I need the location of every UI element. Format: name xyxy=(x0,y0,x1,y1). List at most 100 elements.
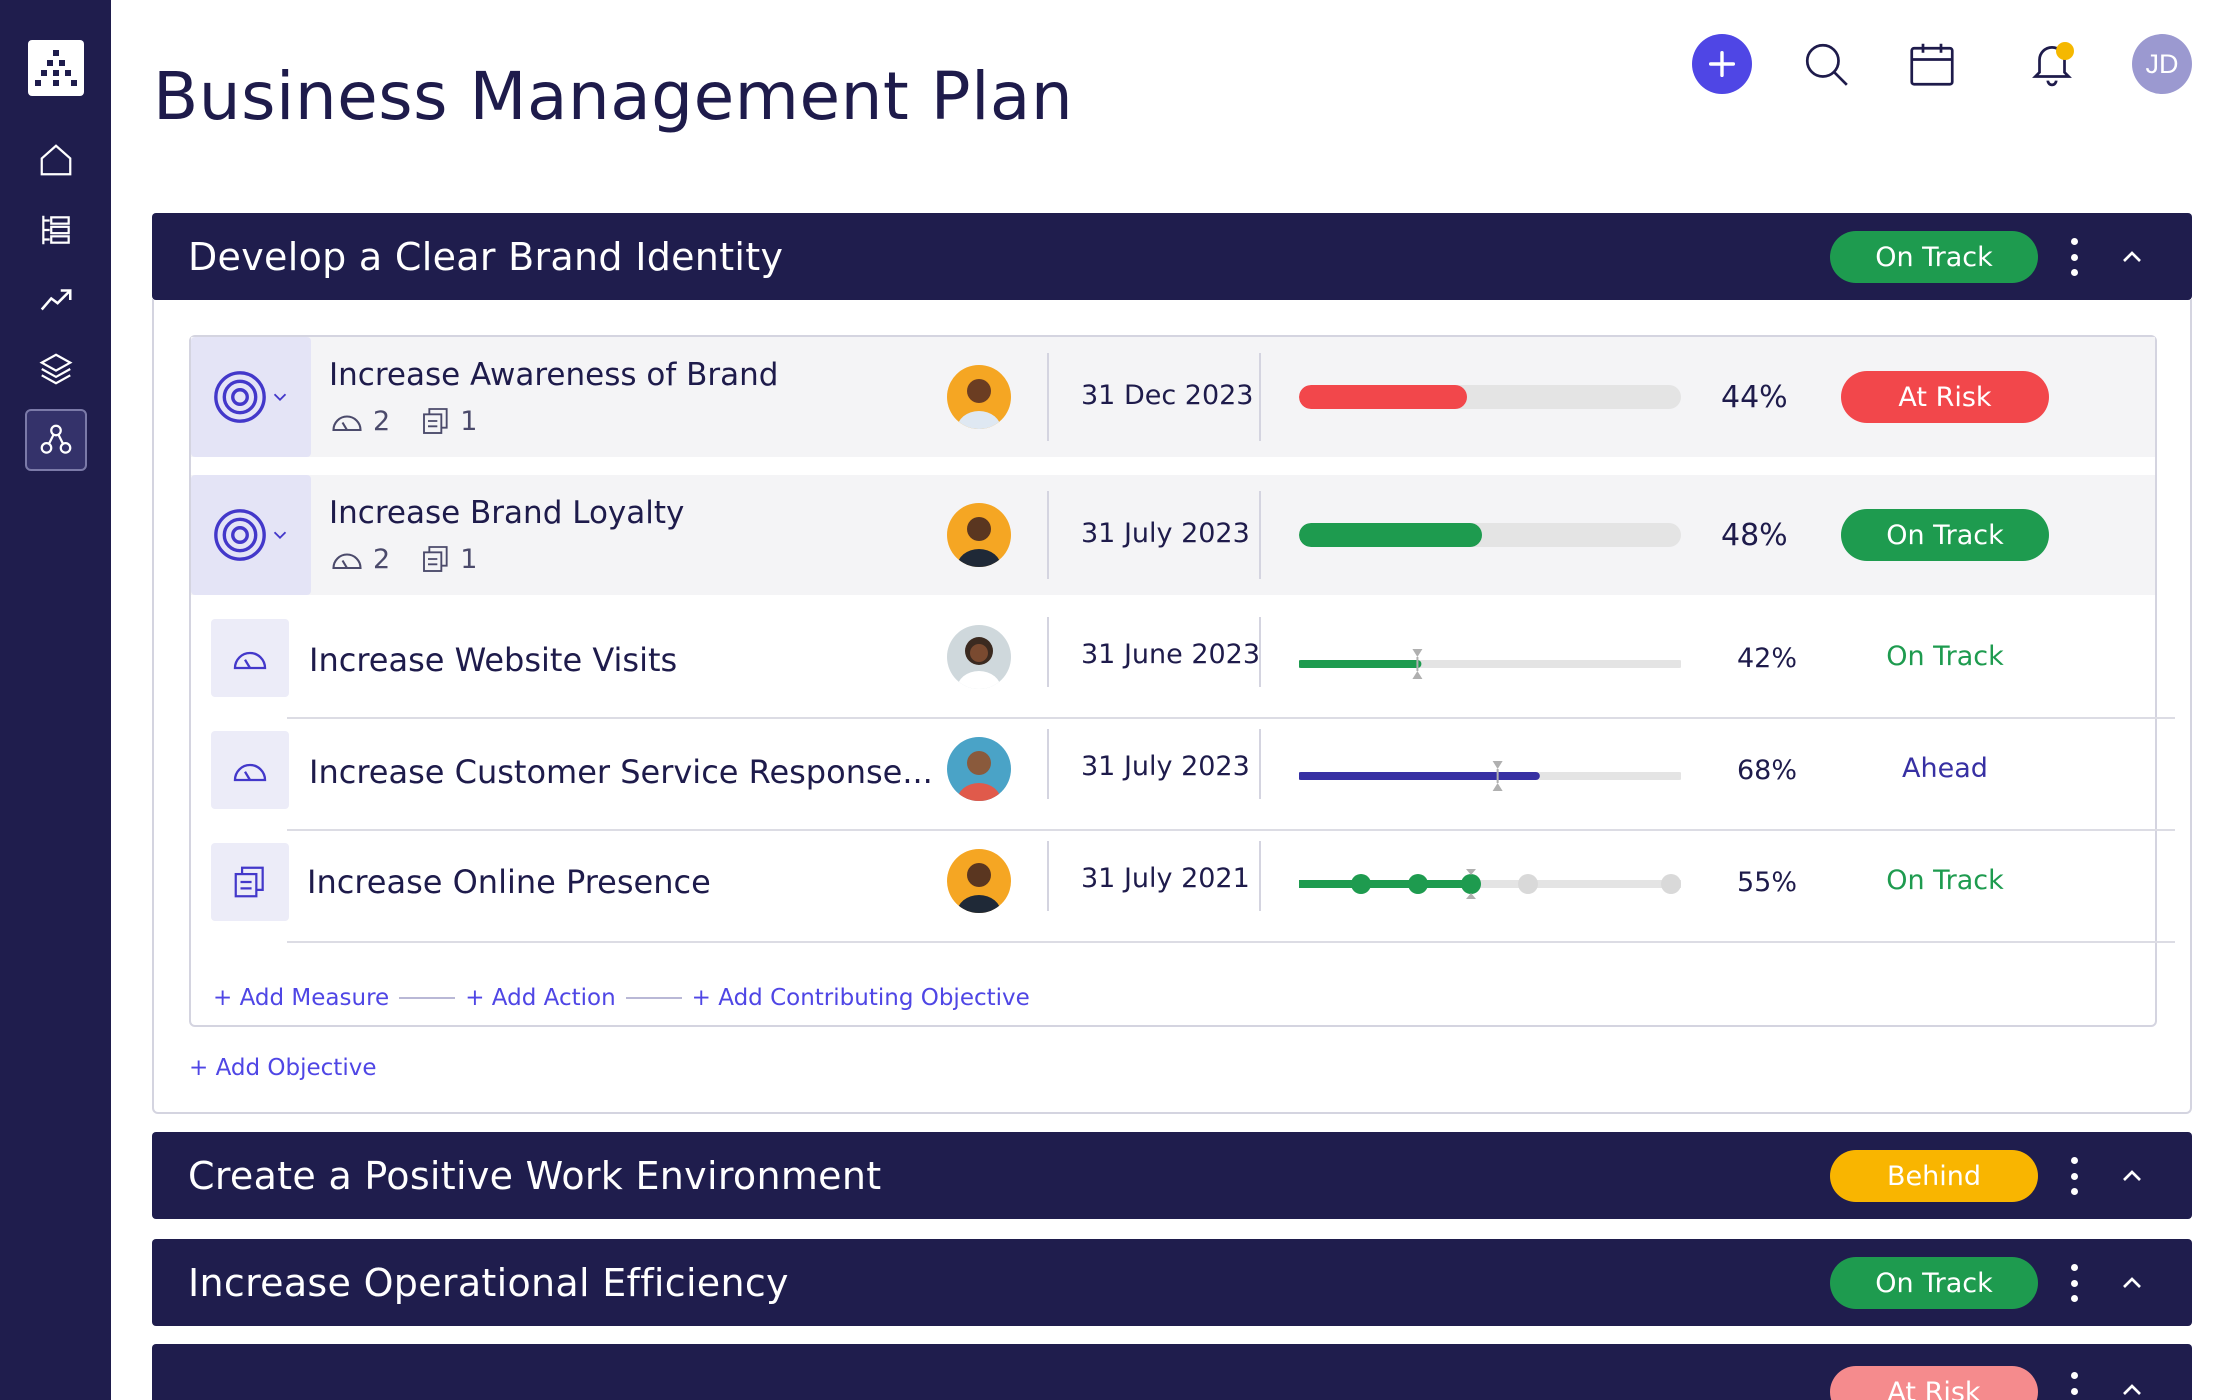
section-header-work-environment[interactable]: Create a Positive Work Environment Behin… xyxy=(152,1132,2192,1219)
section-title: Create a Positive Work Environment xyxy=(188,1154,882,1198)
add-action-link[interactable]: + Add Action xyxy=(465,985,616,1011)
chevron-up-icon[interactable] xyxy=(2116,241,2148,273)
document-icon xyxy=(423,546,448,572)
home-icon[interactable] xyxy=(28,132,84,188)
section-header-operational-efficiency[interactable]: Increase Operational Efficiency On Track xyxy=(152,1239,2192,1326)
due-date: 31 Dec 2023 xyxy=(1081,380,1254,411)
key-result-row[interactable]: Increase Online Presence 31 July 2021 xyxy=(191,819,2155,931)
milestone-dot xyxy=(1408,874,1428,894)
key-result-title: Increase Customer Service Response... xyxy=(309,753,933,791)
objective-meta: 2 1 xyxy=(329,405,495,437)
gauge-icon xyxy=(332,553,362,570)
target-marker xyxy=(1412,649,1423,679)
due-date: 31 June 2023 xyxy=(1081,639,1261,670)
status-label: Ahead xyxy=(1902,753,1988,784)
search-button[interactable] xyxy=(1796,34,1856,94)
progress-percent: 48% xyxy=(1721,518,1788,553)
user-avatar[interactable]: JD xyxy=(2132,34,2192,94)
due-date: 31 July 2023 xyxy=(1081,518,1250,549)
target-icon xyxy=(214,509,266,561)
target-marker xyxy=(1492,761,1503,791)
list-tree-icon[interactable] xyxy=(28,202,84,258)
chevron-up-icon[interactable] xyxy=(2116,1160,2148,1192)
status-label: On Track xyxy=(1886,865,2004,896)
progress-percent: 42% xyxy=(1737,643,1798,674)
add-button[interactable] xyxy=(1692,34,1752,94)
notification-dot xyxy=(2056,42,2074,60)
sidebar xyxy=(0,0,111,1400)
more-options-icon[interactable] xyxy=(2064,1372,2084,1400)
add-objective-link[interactable]: + Add Objective xyxy=(189,1055,377,1081)
objective-row[interactable]: Increase Awareness of Brand 2 1 31 Dec 2… xyxy=(191,337,2155,457)
milestone-dot xyxy=(1518,874,1538,894)
document-icon xyxy=(211,843,289,921)
section-title: Develop a Clear Brand Identity xyxy=(188,235,784,279)
section-title: Increase Operational Efficiency xyxy=(188,1261,789,1305)
layers-icon[interactable] xyxy=(28,341,84,397)
progress-fill xyxy=(1299,523,1483,547)
search-icon xyxy=(1805,43,1848,86)
section-body-brand-identity: Increase Awareness of Brand 2 1 31 Dec 2… xyxy=(152,299,2192,1114)
measures-count: 2 xyxy=(373,543,391,575)
avatar xyxy=(947,849,1011,913)
target-icon xyxy=(214,371,266,423)
page-title: Business Management Plan xyxy=(153,58,1074,135)
section-header-brand-identity[interactable]: Develop a Clear Brand Identity On Track xyxy=(152,213,2192,300)
objective-meta: 2 1 xyxy=(329,543,495,575)
add-measure-link[interactable]: + Add Measure xyxy=(213,985,390,1011)
chevron-down-icon xyxy=(273,393,287,402)
milestone-dot xyxy=(1661,874,1681,894)
objective-expand-toggle[interactable] xyxy=(191,337,311,457)
status-badge: On Track xyxy=(1830,1257,2038,1309)
add-links: + Add Measure + Add Action + Add Contrib… xyxy=(213,985,1030,1011)
chevron-up-icon[interactable] xyxy=(2116,1374,2148,1400)
due-date: 31 July 2021 xyxy=(1081,863,1250,894)
avatar xyxy=(947,503,1011,567)
objective-expand-toggle[interactable] xyxy=(191,475,311,595)
key-result-row[interactable]: Increase Website Visits 31 June 2023 42%… xyxy=(191,595,2155,707)
calendar-button[interactable] xyxy=(1902,34,1962,94)
milestone-track xyxy=(1295,869,1685,899)
top-actions: JD xyxy=(1692,34,2192,94)
calendar-icon xyxy=(1910,43,1954,86)
more-options-icon[interactable] xyxy=(2064,238,2084,276)
status-badge[interactable]: At Risk xyxy=(1841,371,2049,423)
progress-track xyxy=(1297,649,1683,679)
objective-row[interactable]: Increase Brand Loyalty 2 1 31 July 2023 … xyxy=(191,475,2155,595)
more-options-icon[interactable] xyxy=(2064,1157,2084,1195)
status-label: On Track xyxy=(1886,641,2004,672)
status-badge: On Track xyxy=(1830,231,2038,283)
trend-up-icon[interactable] xyxy=(28,272,84,328)
hierarchy-icon[interactable] xyxy=(25,409,87,471)
key-result-title: Increase Online Presence xyxy=(307,863,711,901)
gauge-icon xyxy=(332,415,362,432)
due-date: 31 July 2023 xyxy=(1081,751,1250,782)
gauge-icon xyxy=(211,731,289,809)
actions-count: 1 xyxy=(460,405,478,437)
progress-track xyxy=(1297,761,1683,791)
plus-icon xyxy=(1708,50,1736,78)
chevron-down-icon xyxy=(273,531,287,540)
avatar xyxy=(947,737,1011,801)
measures-count: 2 xyxy=(373,405,391,437)
notifications-button[interactable] xyxy=(2022,34,2082,94)
key-result-title: Increase Website Visits xyxy=(309,641,678,679)
more-options-icon[interactable] xyxy=(2064,1264,2084,1302)
section-header-partial[interactable]: At Risk xyxy=(152,1344,2192,1400)
progress-fill xyxy=(1299,385,1468,409)
status-badge[interactable]: On Track xyxy=(1841,509,2049,561)
progress-percent: 55% xyxy=(1737,867,1798,898)
objective-title: Increase Brand Loyalty xyxy=(329,495,685,531)
chevron-up-icon[interactable] xyxy=(2116,1267,2148,1299)
milestone-dot xyxy=(1351,874,1371,894)
add-contributing-objective-link[interactable]: + Add Contributing Objective xyxy=(691,985,1030,1011)
progress-bar xyxy=(1299,385,1681,409)
status-badge: At Risk xyxy=(1830,1366,2038,1400)
key-result-row[interactable]: Increase Customer Service Response... 31… xyxy=(191,707,2155,819)
actions-count: 1 xyxy=(460,543,478,575)
logo-icon[interactable] xyxy=(28,40,84,96)
document-icon xyxy=(423,408,448,434)
progress-percent: 68% xyxy=(1737,755,1798,786)
milestone-dot xyxy=(1461,874,1481,894)
objectives-card: Increase Awareness of Brand 2 1 31 Dec 2… xyxy=(189,335,2175,1027)
